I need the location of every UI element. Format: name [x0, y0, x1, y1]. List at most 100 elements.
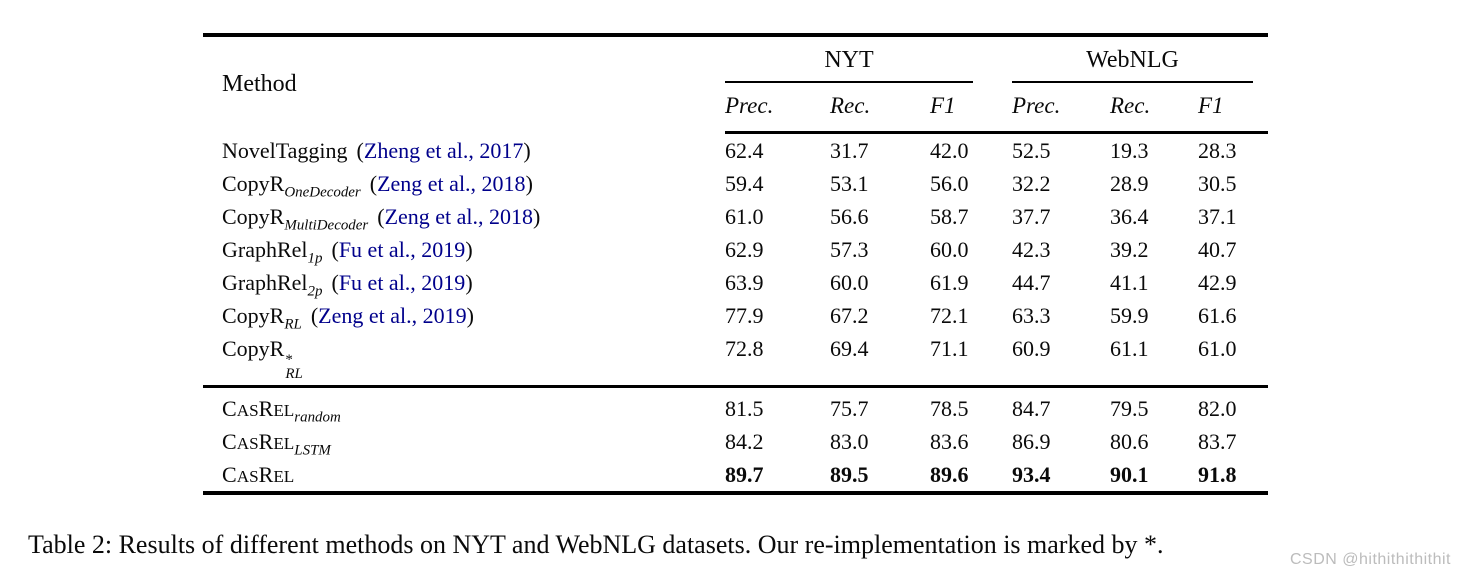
metric-value: 61.0 [1198, 336, 1237, 361]
metric-value: 42.0 [930, 138, 969, 163]
method-cell: CASREL [203, 458, 725, 493]
method-name: CASRELrandom [222, 395, 341, 426]
table-body: NovelTagging (Zheng et al., 2017) 62.4 31.7… [203, 133, 1268, 493]
metric-value: 36.4 [1110, 204, 1149, 229]
metric-value: 59.4 [725, 171, 764, 196]
webnlg-cmidrule [1012, 81, 1253, 83]
watermark: CSDN @hithithithithit [1289, 551, 1451, 568]
metric-value: 61.0 [725, 204, 764, 229]
table-row: CopyR * RL 72.8 69.4 71.1 60.9 61.1 61.0 [203, 332, 1268, 386]
method-name: CopyRRL [222, 303, 302, 333]
metric-value: 37.7 [1012, 204, 1051, 229]
metric-value: 56.0 [930, 171, 969, 196]
metric-value: 81.5 [725, 384, 830, 425]
metric-value: 42.9 [1198, 270, 1237, 295]
metric-value: 59.9 [1110, 303, 1149, 328]
metric-value: 60.0 [930, 237, 969, 262]
metric-value: 79.5 [1110, 384, 1198, 425]
method-name: CASREL [222, 461, 295, 487]
metric-value: 89.6 [930, 461, 969, 487]
table-row: CASRELLSTM 84.2 83.0 83.6 86.9 80.6 83.7 [203, 425, 1268, 458]
metric-value: 41.1 [1110, 270, 1149, 295]
method-name: GraphRel1p [222, 237, 323, 267]
group-header-webnlg: WebNLG [1012, 35, 1268, 83]
method-name: CopyROneDecoder [222, 171, 361, 201]
metric-value: 32.2 [1012, 171, 1051, 196]
results-table: Method NYT WebNLG [203, 33, 1268, 495]
table-row: CASRELrandom 81.5 75.7 78.5 84.7 79.5 82.0 [203, 384, 1268, 426]
metric-value: 57.3 [830, 237, 869, 262]
method-column-header: Method [222, 71, 297, 98]
metric-value: 90.1 [1110, 461, 1149, 487]
method-cell: CopyR * RL [203, 332, 725, 386]
method-cell: CASRELrandom [203, 384, 725, 426]
webnlg-rec-header: Rec. [1110, 83, 1198, 134]
results-table-wrap: Method NYT WebNLG [203, 33, 1268, 495]
metric-value: 28.9 [1110, 171, 1149, 196]
metric-value: 39.2 [1110, 237, 1149, 262]
metric-value: 71.1 [930, 336, 969, 361]
metric-value: 84.2 [725, 428, 764, 454]
table-row: CASREL 89.7 89.5 89.6 93.4 90.1 91.8 [203, 458, 1268, 493]
metric-value: 56.6 [830, 204, 869, 229]
citation-link[interactable]: (Zeng et al., 2018) [377, 204, 541, 229]
method-cell: NovelTagging (Zheng et al., 2017) [203, 133, 725, 168]
metric-value: 89.5 [830, 461, 869, 487]
metric-value: 75.7 [830, 384, 930, 425]
citation-link[interactable]: (Fu et al., 2019) [331, 237, 473, 262]
metric-value: 78.5 [930, 384, 1012, 425]
group-header-row: Method NYT WebNLG [203, 35, 1268, 97]
nyt-rec-header: Rec. [830, 83, 930, 134]
metric-value: 62.4 [725, 138, 764, 163]
webnlg-prec-header: Prec. [1012, 83, 1110, 134]
metric-value: 60.0 [830, 270, 869, 295]
metric-value: 83.7 [1198, 428, 1237, 454]
metric-value: 40.7 [1198, 237, 1237, 262]
metric-value: 31.7 [830, 138, 869, 163]
metric-value: 91.8 [1198, 461, 1237, 487]
table-row: NovelTagging (Zheng et al., 2017) 62.4 31.7… [203, 133, 1268, 168]
metric-value: 84.7 [1012, 384, 1110, 425]
metric-value: 63.9 [725, 270, 764, 295]
metric-value: 37.1 [1198, 204, 1237, 229]
method-cell: CopyRMultiDecoder (Zeng et al., 2018) [203, 200, 725, 233]
method-name: CopyRMultiDecoder [222, 204, 369, 234]
metric-value: 86.9 [1012, 428, 1051, 454]
method-name: GraphRel2p [222, 270, 323, 300]
table-row: GraphRel2p (Fu et al., 2019) 63.9 60.0 61.9 4… [203, 266, 1268, 299]
table-row: CopyRMultiDecoder (Zeng et al., 2018) 61.0… [203, 200, 1268, 233]
method-cell: CASRELLSTM [203, 425, 725, 458]
method-name: NovelTagging [222, 138, 348, 163]
group-header-nyt: NYT [725, 35, 1012, 83]
nyt-group-label: NYT [824, 47, 874, 73]
metric-value: 30.5 [1198, 171, 1237, 196]
citation-link[interactable]: (Zheng et al., 2017) [356, 138, 531, 163]
method-cell: CopyRRL (Zeng et al., 2019) [203, 299, 725, 332]
metric-value: 60.9 [1012, 336, 1051, 361]
metric-value: 77.9 [725, 303, 764, 328]
table-row: GraphRel1p (Fu et al., 2019) 62.9 57.3 60.0 4… [203, 233, 1268, 266]
metric-value: 58.7 [930, 204, 969, 229]
metric-value: 89.7 [725, 461, 764, 487]
method-cell: CopyROneDecoder (Zeng et al., 2018) [203, 167, 725, 200]
method-name: CASRELLSTM [222, 428, 331, 459]
method-cell: GraphRel2p (Fu et al., 2019) [203, 266, 725, 299]
citation-link[interactable]: (Fu et al., 2019) [331, 270, 473, 295]
citation-link[interactable]: (Zeng et al., 2018) [369, 171, 533, 196]
metric-value: 72.8 [725, 336, 764, 361]
webnlg-f1-header: F1 [1198, 83, 1268, 134]
nyt-prec-header: Prec. [725, 83, 830, 134]
metric-value: 61.9 [930, 270, 969, 295]
metric-value: 28.3 [1198, 138, 1237, 163]
metric-value: 62.9 [725, 237, 764, 262]
metric-value: 53.1 [830, 171, 869, 196]
metric-value: 80.6 [1110, 428, 1149, 454]
metric-value: 67.2 [830, 303, 869, 328]
citation-link[interactable]: (Zeng et al., 2019) [310, 303, 474, 328]
metric-value: 63.3 [1012, 303, 1051, 328]
table-row: CopyROneDecoder (Zeng et al., 2018) 59.4 53… [203, 167, 1268, 200]
metric-value: 72.1 [930, 303, 969, 328]
subheader-row: Prec. Rec. F1 Prec. Rec. F1 [203, 83, 1268, 134]
nyt-cmidrule [725, 81, 973, 83]
